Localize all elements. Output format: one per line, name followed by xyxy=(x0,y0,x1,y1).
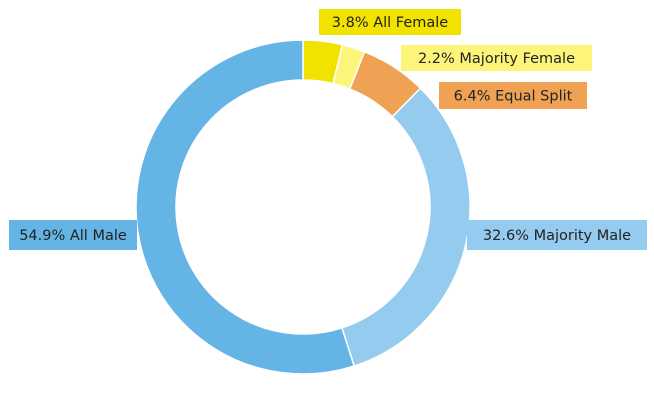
label-text-all-male: 54.9% All Male xyxy=(19,228,127,244)
label-all-female: 3.8% All Female xyxy=(319,9,461,35)
label-box-all-male xyxy=(9,220,137,250)
donut-slices xyxy=(135,39,471,375)
slice-all-male xyxy=(135,39,356,375)
label-box-equal-split xyxy=(439,82,587,109)
label-text-all-female: 3.8% All Female xyxy=(332,15,449,31)
label-text-majority-female: 2.2% Majority Female xyxy=(418,51,575,67)
label-equal-split: 6.4% Equal Split xyxy=(439,82,587,109)
label-majority-female: 2.2% Majority Female xyxy=(401,45,592,71)
donut-labels: 3.8% All Female 2.2% Majority Female 6.4% … xyxy=(9,9,647,250)
slice-majority-male xyxy=(340,87,471,367)
label-majority-male: 32.6% Majority Male xyxy=(467,220,647,250)
label-box-majority-male xyxy=(467,220,647,250)
label-text-majority-male: 32.6% Majority Male xyxy=(483,228,631,244)
label-text-equal-split: 6.4% Equal Split xyxy=(454,89,573,105)
label-box-majority-female xyxy=(401,45,592,71)
label-all-male: 54.9% All Male xyxy=(9,220,137,250)
label-box-all-female xyxy=(319,9,461,35)
